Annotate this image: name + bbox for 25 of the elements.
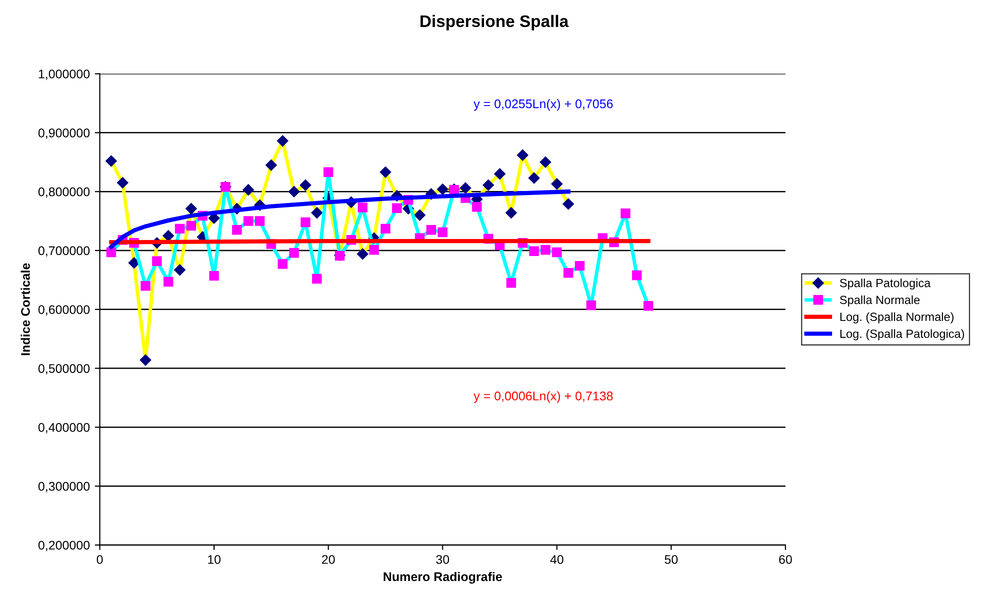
x-tick-label: 10 bbox=[208, 555, 221, 564]
y-tick-label: 0,900000 bbox=[38, 128, 90, 139]
y-tick-label: 0,200000 bbox=[38, 540, 90, 552]
y-tick-label: 0,600000 bbox=[38, 305, 90, 316]
x-tick-label: 50 bbox=[664, 555, 678, 564]
y-tick-label: 0,300000 bbox=[38, 482, 90, 492]
x-tick-label: 20 bbox=[322, 555, 335, 564]
annotation: y = 0,0006Ln(x) + 0,7138 bbox=[474, 391, 613, 403]
legend-label: Log. (Spalla Normale) bbox=[840, 312, 954, 324]
x-tick-label: 60 bbox=[779, 555, 792, 564]
y-axis-title: Indice Corticale bbox=[20, 263, 30, 356]
x-tick-label: 0 bbox=[96, 555, 103, 564]
y-tick-label: 0,700000 bbox=[38, 246, 90, 257]
legend-label: Spalla Normale bbox=[840, 295, 920, 306]
legend-label: Spalla Patologica bbox=[840, 278, 931, 290]
y-tick-label: 0,400000 bbox=[38, 423, 90, 434]
annotation: y = 0,0255Ln(x) + 0,7056 bbox=[474, 99, 613, 111]
x-tick-label: 40 bbox=[550, 555, 564, 564]
y-tick-label: 0,800000 bbox=[38, 187, 90, 198]
x-tick-label: 30 bbox=[436, 555, 450, 564]
y-tick-label: 1,000000 bbox=[38, 70, 90, 80]
x-axis-title: Numero Radiografie bbox=[384, 572, 502, 584]
legend-label: Log. (Spalla Patologica) bbox=[840, 329, 964, 340]
y-tick-label: 0,500000 bbox=[38, 364, 90, 374]
chart-title: Dispersione Spalla bbox=[420, 14, 569, 30]
